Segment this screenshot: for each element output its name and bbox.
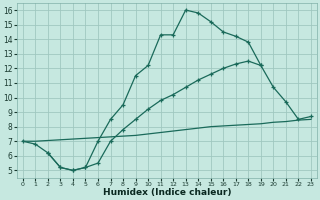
X-axis label: Humidex (Indice chaleur): Humidex (Indice chaleur) — [103, 188, 231, 197]
